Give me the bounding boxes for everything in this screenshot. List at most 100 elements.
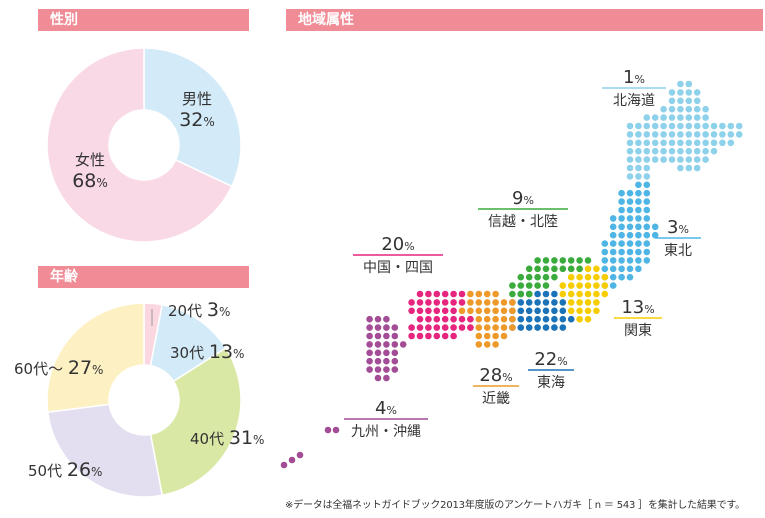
age-label-1: 30代 13% — [170, 341, 244, 363]
map-dot — [416, 299, 424, 306]
map-dot — [441, 299, 449, 306]
map-dot — [618, 231, 625, 239]
map-dot — [416, 307, 424, 315]
map-dot — [399, 341, 407, 348]
map-dot — [626, 206, 634, 214]
map-dot — [677, 122, 684, 130]
map-dot — [517, 273, 525, 281]
map-dot — [609, 265, 617, 273]
map-dot — [450, 315, 457, 323]
map-dot — [374, 315, 382, 323]
map-region-4 — [509, 257, 592, 298]
age-label-2: 40代 31% — [190, 427, 264, 449]
map-dot — [626, 273, 634, 281]
map-dot — [534, 307, 541, 315]
map-dot — [651, 156, 659, 163]
map-dot — [643, 147, 651, 155]
map-dot — [383, 374, 390, 382]
map-dot — [643, 173, 651, 180]
map-dot — [408, 307, 415, 315]
map-dot — [534, 282, 541, 289]
map-dot — [660, 105, 667, 113]
map-dot — [643, 206, 651, 214]
map-dot — [374, 332, 382, 340]
map-dot — [500, 307, 508, 315]
map-dot — [660, 156, 667, 163]
map-dot — [458, 315, 466, 323]
map-dot — [609, 231, 617, 239]
map-region-1 — [601, 181, 659, 289]
map-dot — [559, 282, 567, 289]
map-dot — [593, 290, 600, 298]
map-dot — [509, 307, 516, 315]
map-dot — [643, 223, 651, 231]
map-dot — [626, 131, 634, 138]
map-dot — [567, 273, 575, 281]
map-dot — [626, 139, 634, 147]
map-dot — [517, 324, 525, 331]
map-dot — [467, 324, 474, 331]
map-dot — [635, 240, 642, 247]
map-dot — [509, 299, 516, 306]
map-dot — [559, 265, 567, 273]
map-dot — [374, 374, 382, 382]
map-dot — [425, 290, 432, 298]
map-dot — [525, 273, 533, 281]
map-dot — [609, 273, 617, 281]
map-region-6 — [408, 290, 466, 315]
map-dot — [509, 315, 516, 323]
map-dot — [635, 223, 642, 231]
map-dot — [609, 240, 617, 247]
map-dot — [735, 131, 743, 138]
map-dot — [391, 341, 399, 348]
map-dot — [517, 290, 525, 298]
map-dot — [374, 341, 382, 348]
map-dot — [433, 315, 441, 323]
map-dot — [685, 105, 693, 113]
map-dot — [643, 164, 651, 172]
map-dot — [483, 299, 491, 306]
map-dot — [719, 131, 726, 138]
map-dot — [500, 324, 508, 331]
age-slice-4 — [46, 302, 145, 413]
map-dot — [584, 265, 592, 273]
map-dot — [660, 147, 667, 155]
map-dot — [626, 215, 634, 222]
region-value-5: 28% — [479, 365, 512, 386]
map-dot — [492, 324, 499, 331]
region-label-1: 3% 東北 — [655, 217, 701, 259]
map-dot — [551, 324, 558, 331]
age-label-4: 60代～ 27% — [14, 357, 103, 379]
map-dot — [668, 139, 676, 147]
map-dot — [383, 366, 390, 373]
map-dot — [702, 114, 709, 121]
map-dot — [551, 307, 558, 315]
map-dot — [483, 332, 491, 340]
map-dot — [651, 114, 659, 121]
map-dot — [567, 307, 575, 315]
map-dot — [458, 290, 466, 298]
map-dot — [626, 198, 634, 205]
map-dot — [668, 89, 676, 96]
map-dot — [643, 240, 651, 247]
map-dot — [567, 265, 575, 273]
region-label-7: 4% 九州・沖縄 — [344, 398, 428, 440]
map-dot — [635, 181, 642, 189]
map-dot — [542, 324, 550, 331]
map-dot — [525, 290, 533, 298]
map-dot — [500, 315, 508, 323]
map-dot — [483, 341, 491, 348]
map-dot — [584, 282, 592, 289]
map-dot — [559, 299, 567, 306]
map-dot — [551, 315, 558, 323]
map-dot — [677, 105, 684, 113]
map-dot — [483, 307, 491, 315]
map-dot — [500, 299, 508, 306]
map-dot — [374, 366, 382, 373]
map-dot — [383, 341, 390, 348]
map-dot — [551, 273, 558, 281]
map-dot — [383, 357, 390, 365]
region-label-3: 22% 東海 — [528, 349, 574, 391]
map-dot — [542, 282, 550, 289]
